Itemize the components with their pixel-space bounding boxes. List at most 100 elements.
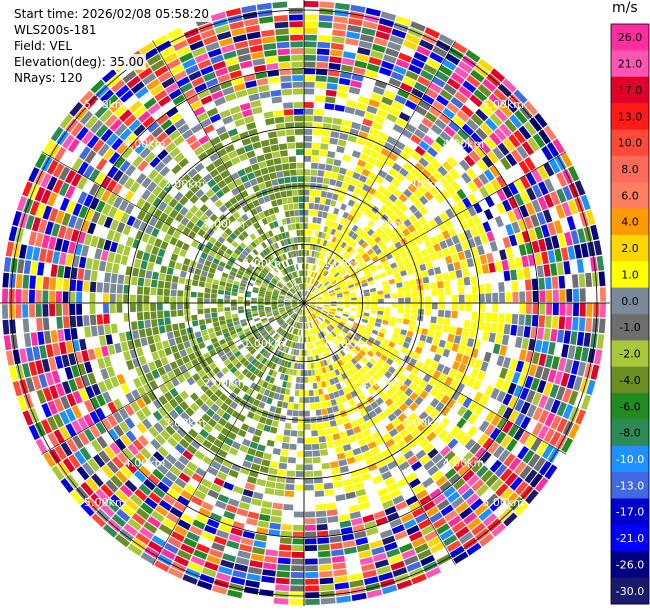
radial-bin [157,366,166,376]
radial-bin [388,107,401,117]
radial-bin [182,355,190,364]
radial-bin [194,331,202,339]
radial-bin [202,439,213,449]
radial-bin [493,445,505,459]
radial-bin [209,332,216,339]
radial-bin [292,279,296,285]
radial-bin [528,364,538,377]
radial-bin [77,363,87,376]
radial-bin [429,252,438,261]
radial-bin [364,576,379,585]
radial-bin [326,407,334,414]
field-text: Field: VEL [12,38,75,54]
radial-bin [212,321,220,328]
radial-bin [306,277,308,283]
radial-bin [147,205,157,216]
radial-bin [261,357,268,365]
radial-bin [304,41,317,48]
radial-bin [222,459,233,469]
radial-bin [151,126,164,138]
radial-bin [195,398,204,407]
radial-bin [318,347,323,354]
radial-bin [35,290,42,303]
radial-bin [267,361,274,369]
radial-bin [172,246,181,255]
radial-bin [301,256,304,263]
radial-bin [132,439,144,451]
radial-bin [316,530,329,538]
radial-bin [556,172,568,187]
radial-bin [410,428,421,438]
radial-bin [394,398,404,407]
radial-bin [289,258,294,265]
radial-bin [187,561,203,573]
radial-bin [452,303,458,311]
radial-bin [402,76,416,87]
radial-bin [227,128,239,137]
radial-bin [472,379,482,391]
radial-bin [342,443,352,452]
radial-bin [347,360,355,368]
radial-bin [288,319,293,325]
radial-bin [243,360,250,368]
radial-bin [221,272,229,278]
radial-bin [466,376,476,388]
radial-bin [470,69,485,83]
radial-bin [337,265,344,272]
colorbar-tick-label: 1.0 [621,269,639,282]
radial-bin [218,261,226,268]
radial-bin [326,227,333,234]
radial-bin [95,421,107,435]
radial-bin [274,275,281,281]
radial-bin [163,310,171,318]
radial-bin [338,77,351,86]
radial-bin [292,538,304,545]
radial-bin [97,357,106,370]
radial-bin [178,277,186,284]
radial-bin [410,21,426,32]
radial-bin [70,173,82,187]
radial-bin [298,291,302,297]
radial-bin [370,310,377,315]
radial-bin [116,142,129,155]
radial-bin [261,575,276,584]
radial-bin [268,222,275,230]
radial-bin [34,186,46,202]
radial-bin [294,314,298,321]
radial-bin [151,369,160,379]
radial-bin [103,446,116,460]
radial-bin [317,382,322,389]
radial-bin [281,156,289,164]
radial-bin [168,338,176,347]
radial-bin [442,59,457,71]
radial-bin [217,248,225,256]
radial-bin [489,113,503,127]
radial-bin [220,443,231,453]
radial-bin [59,197,70,212]
radial-bin [247,243,255,251]
radial-bin [390,384,399,393]
radial-bin [171,377,180,387]
radial-bin [444,310,451,318]
radial-bin [485,474,499,488]
radial-bin [330,199,337,207]
radial-bin [398,193,408,203]
radial-bin [219,204,228,213]
radial-bin [300,316,302,322]
radial-bin [65,340,74,354]
radial-bin [399,393,409,402]
radial-bin [508,234,518,247]
radial-bin [101,464,114,478]
radial-bin [465,303,472,312]
radial-bin [332,330,339,336]
radial-bin [419,206,429,216]
radial-bin [313,237,318,244]
radial-bin [205,379,214,388]
radial-bin [251,51,264,60]
radial-bin [374,339,382,346]
radial-bin [186,376,196,386]
radial-bin [417,75,431,87]
radial-bin [274,288,280,292]
radial-bin [312,217,318,224]
radial-bin [385,422,395,432]
